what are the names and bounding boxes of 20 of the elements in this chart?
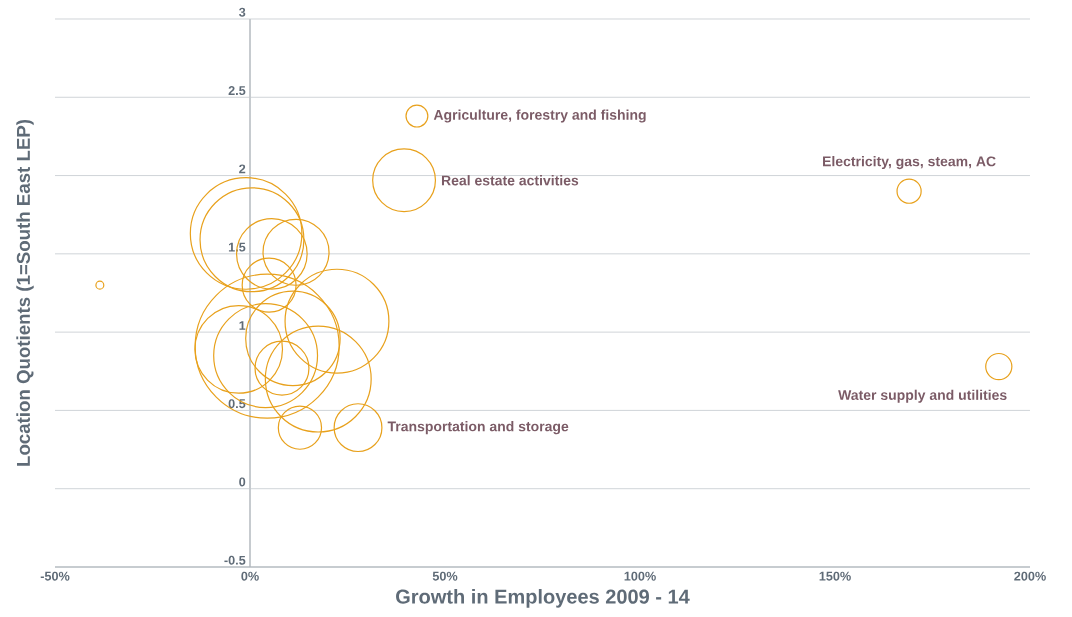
y-tick-label: 0.5 xyxy=(228,399,246,409)
y-tick-label: 2.5 xyxy=(228,86,246,96)
x-tick-label: 200% xyxy=(1014,571,1046,581)
x-tick-label: 150% xyxy=(819,571,851,581)
x-tick-label: -50% xyxy=(40,571,70,581)
y-tick-label: 1 xyxy=(239,321,246,330)
annotation: Agriculture, forestry and fishing xyxy=(433,109,646,123)
annotation: Electricity, gas, steam, AC xyxy=(823,156,996,170)
annotation: Real estate activities xyxy=(441,175,579,186)
y-tick-label: 3 xyxy=(238,7,246,17)
y-tick-label: 2 xyxy=(239,164,246,174)
x-axis-title: Growth in Employees 2009 - 14 xyxy=(396,589,690,608)
y-tick-label: -0.5 xyxy=(224,555,246,565)
x-tick-label: 100% xyxy=(624,571,656,581)
annotation: Transportation and storage xyxy=(387,421,569,435)
y-axis-title: Location Quotients (1=South East LEP) xyxy=(16,119,34,466)
x-tick-label: 0% xyxy=(241,571,259,581)
annotation: Water supply and utilities xyxy=(838,389,1007,403)
y-tick-label: 0 xyxy=(239,477,246,487)
x-tick-label: 50% xyxy=(432,571,458,581)
